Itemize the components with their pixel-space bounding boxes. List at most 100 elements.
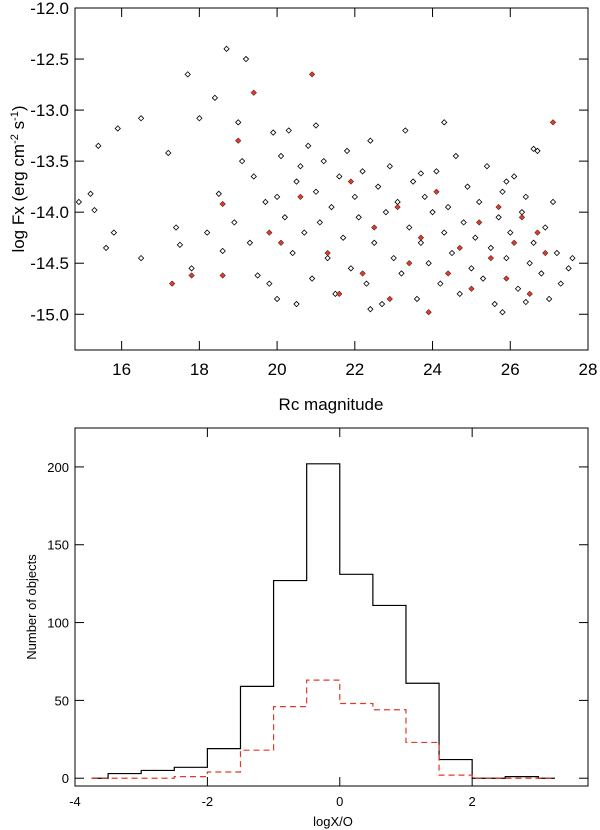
scatter-point-selected xyxy=(277,239,285,246)
scatter-point-all xyxy=(409,178,417,185)
scatter-point-all xyxy=(254,272,261,279)
scatter-point-all xyxy=(534,147,541,155)
scatter-point-all xyxy=(542,224,549,231)
histogram-y-tick-label: 150 xyxy=(47,538,69,553)
scatter-point-all xyxy=(347,265,355,272)
scatter-point-all xyxy=(312,122,320,129)
scatter-point-all xyxy=(301,229,308,236)
scatter-y-tick-label: -13.0 xyxy=(30,101,69,120)
scatter-point-selected xyxy=(359,270,366,277)
scatter-y-axis-label: log Fx (erg cm-2 s-1) xyxy=(9,105,28,252)
histogram-line-selected xyxy=(91,679,555,779)
scatter-point-all xyxy=(219,247,226,255)
scatter-point-all xyxy=(102,244,110,252)
scatter-point-selected xyxy=(476,219,483,226)
scatter-point-all xyxy=(514,285,522,292)
scatter-point-all xyxy=(289,249,296,257)
scatter-point-selected xyxy=(308,71,316,78)
scatter-point-all xyxy=(355,214,362,221)
scatter-point-selected xyxy=(371,224,378,231)
scatter-point-all xyxy=(246,239,254,246)
scatter-y-tick-label: -12.0 xyxy=(30,0,69,18)
scatter-point-all xyxy=(538,270,545,277)
scatter-point-all xyxy=(87,190,94,197)
histogram-x-axis-label: logX/O xyxy=(313,814,353,829)
scatter-point-all xyxy=(343,147,351,155)
scatter-point-selected xyxy=(425,309,432,316)
scatter-point-all xyxy=(297,163,304,170)
scatter-point-all xyxy=(336,173,343,180)
scatter-point-all xyxy=(359,168,366,175)
histogram-y-tick-label: 100 xyxy=(47,616,69,631)
histogram-y-tick-label: 50 xyxy=(55,693,69,708)
scatter-point-all xyxy=(196,115,203,122)
scatter-point-all xyxy=(238,157,246,165)
scatter-point-all xyxy=(503,178,510,185)
scatter-point-selected xyxy=(549,119,557,126)
scatter-point-selected xyxy=(406,260,413,267)
scatter-point-all xyxy=(553,249,561,257)
scatter-series-selected xyxy=(169,71,557,316)
scatter-x-tick-label: 16 xyxy=(112,360,131,379)
scatter-x-axis: 16 18 20 22 24 26 28 xyxy=(112,8,597,379)
scatter-point-all xyxy=(308,275,316,282)
scatter-point-all xyxy=(91,206,98,214)
scatter-point-all xyxy=(549,198,557,206)
scatter-y-label-main: log Fx (erg cm xyxy=(9,144,28,253)
scatter-point-all xyxy=(339,234,347,241)
scatter-point-selected xyxy=(324,249,331,257)
scatter-point-all xyxy=(545,295,553,303)
scatter-point-all xyxy=(137,254,145,262)
scatter-point-all xyxy=(398,270,405,277)
scatter-point-selected xyxy=(417,234,425,241)
scatter-point-all xyxy=(522,298,529,306)
scatter-point-all xyxy=(499,309,506,316)
scatter-point-selected xyxy=(526,290,533,298)
histogram-x-tick-label: -4 xyxy=(69,794,81,809)
scatter-point-all xyxy=(487,244,495,252)
scatter-point-all xyxy=(402,127,409,134)
histogram-line-all xyxy=(91,463,555,779)
scatter-point-all xyxy=(382,209,390,216)
scatter-point-all xyxy=(235,119,242,126)
scatter-point-all xyxy=(433,168,440,175)
scatter-point-all xyxy=(429,209,436,216)
scatter-point-all xyxy=(231,219,238,226)
scatter-point-all xyxy=(367,137,374,144)
scatter-point-all xyxy=(499,188,506,195)
scatter-point-selected xyxy=(495,203,502,211)
scatter-y-label-mid: s xyxy=(9,121,28,134)
scatter-y-tick-label: -14.0 xyxy=(30,203,69,222)
scatter-point-all xyxy=(320,157,327,165)
scatter-point-all xyxy=(273,193,281,201)
scatter-point-selected xyxy=(188,272,195,279)
scatter-point-all xyxy=(137,115,145,122)
scatter-point-all xyxy=(285,127,292,134)
histogram-x-tick-label: 2 xyxy=(469,794,476,809)
scatter-point-all xyxy=(328,203,335,211)
scatter-point-selected xyxy=(468,285,475,292)
scatter-point-all xyxy=(413,295,421,303)
scatter-x-tick-label: 24 xyxy=(423,360,442,379)
scatter-point-selected xyxy=(542,249,549,257)
scatter-x-tick-label: 22 xyxy=(345,360,364,379)
scatter-point-selected xyxy=(511,239,518,246)
scatter-y-tick-label: -15.0 xyxy=(30,305,69,324)
scatter-point-all xyxy=(456,290,463,298)
scatter-point-all xyxy=(518,209,526,216)
scatter-point-all xyxy=(437,280,444,287)
scatter-point-selected xyxy=(503,275,510,282)
scatter-point-all xyxy=(452,152,460,160)
scatter-point-all xyxy=(507,229,514,236)
scatter-point-all xyxy=(394,198,401,206)
scatter-point-all xyxy=(530,145,537,153)
histogram-y-tick-label: 0 xyxy=(62,771,69,786)
scatter-y-label-exp1: -2 xyxy=(9,134,21,144)
scatter-point-all xyxy=(406,224,413,231)
scatter-point-all xyxy=(114,125,121,132)
histogram-x-tick-label: -2 xyxy=(202,794,214,809)
scatter-point-selected xyxy=(219,272,226,279)
scatter-point-all xyxy=(324,254,331,262)
scatter-point-all xyxy=(203,229,211,236)
